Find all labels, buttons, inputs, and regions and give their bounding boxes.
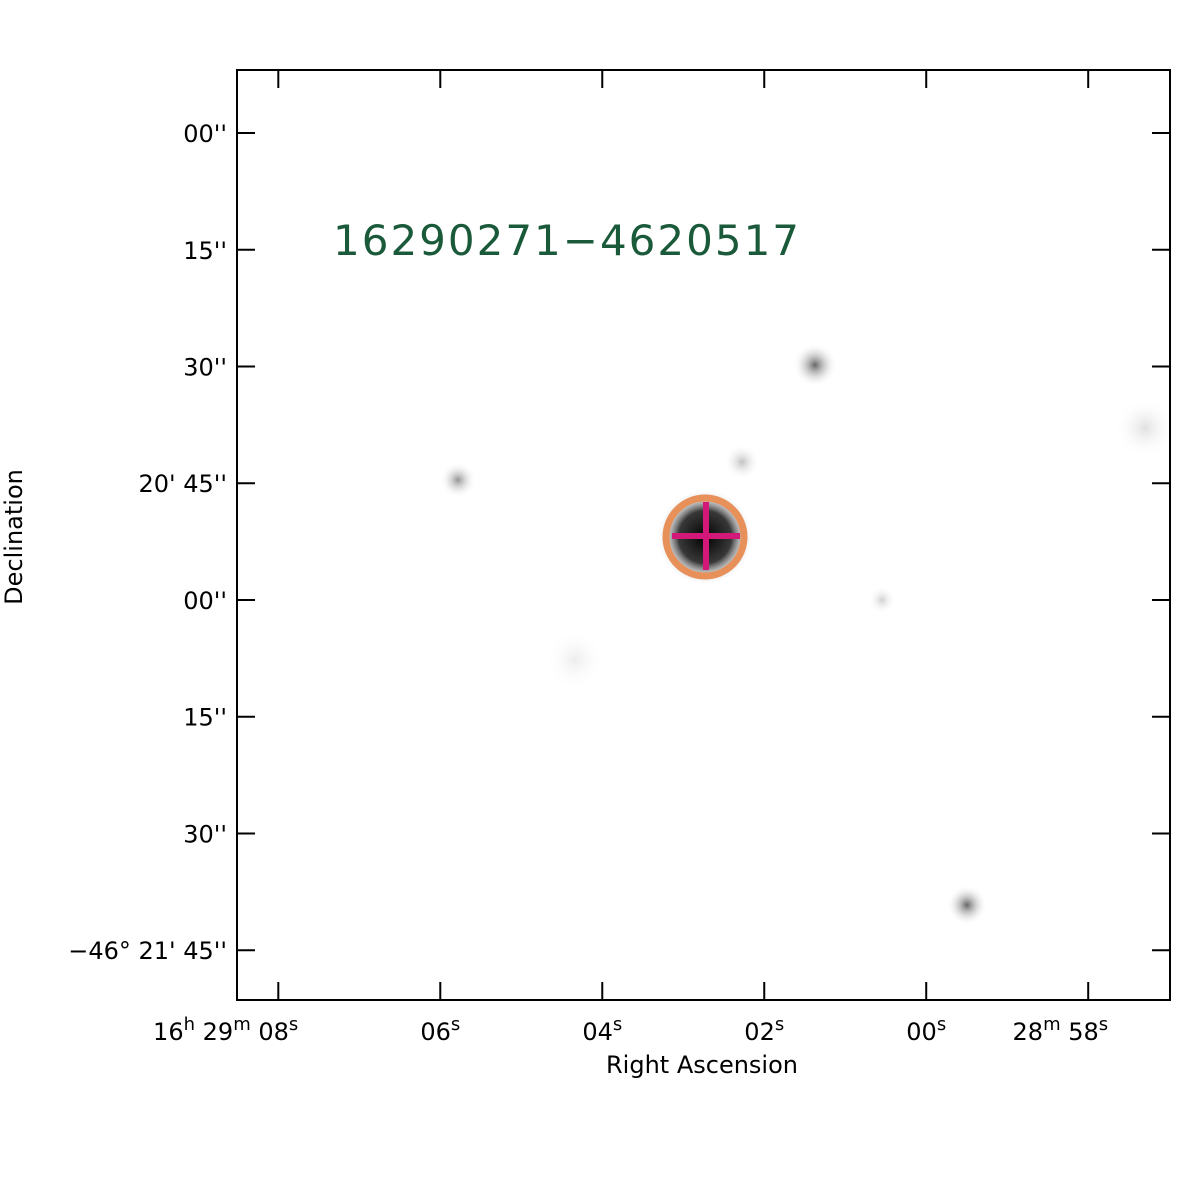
target-circle <box>662 494 748 580</box>
plot-frame <box>236 69 1171 1001</box>
x-tick-label: 02s <box>744 1014 784 1046</box>
star <box>440 462 476 498</box>
source-name: 16290271−4620517 <box>333 216 801 265</box>
star <box>724 444 760 480</box>
star <box>947 885 987 925</box>
star <box>793 343 837 387</box>
y-tick-label: 15'' <box>183 237 227 265</box>
star <box>545 630 605 690</box>
star <box>868 586 896 614</box>
y-tick-label: −46° 21' 45'' <box>68 937 227 965</box>
sky-image <box>237 70 1175 1000</box>
y-tick-label: 20' 45'' <box>139 470 228 498</box>
x-axis-label: Right Ascension <box>606 1051 798 1079</box>
x-tick-label: 28m 58s <box>1013 1014 1109 1046</box>
star <box>1115 398 1175 458</box>
y-tick-label: 00'' <box>183 120 227 148</box>
x-tick-label: 00s <box>906 1014 946 1046</box>
x-tick-label: 06s <box>420 1014 460 1046</box>
y-tick-label: 15'' <box>183 704 227 732</box>
y-axis-label: Declination <box>0 469 28 605</box>
y-tick-label: 30'' <box>183 354 227 382</box>
y-tick-label: 30'' <box>183 820 227 848</box>
y-tick-label: 00'' <box>183 587 227 615</box>
x-tick-label: 04s <box>582 1014 622 1046</box>
x-tick-label: 16h 29m 08s <box>153 1014 298 1046</box>
